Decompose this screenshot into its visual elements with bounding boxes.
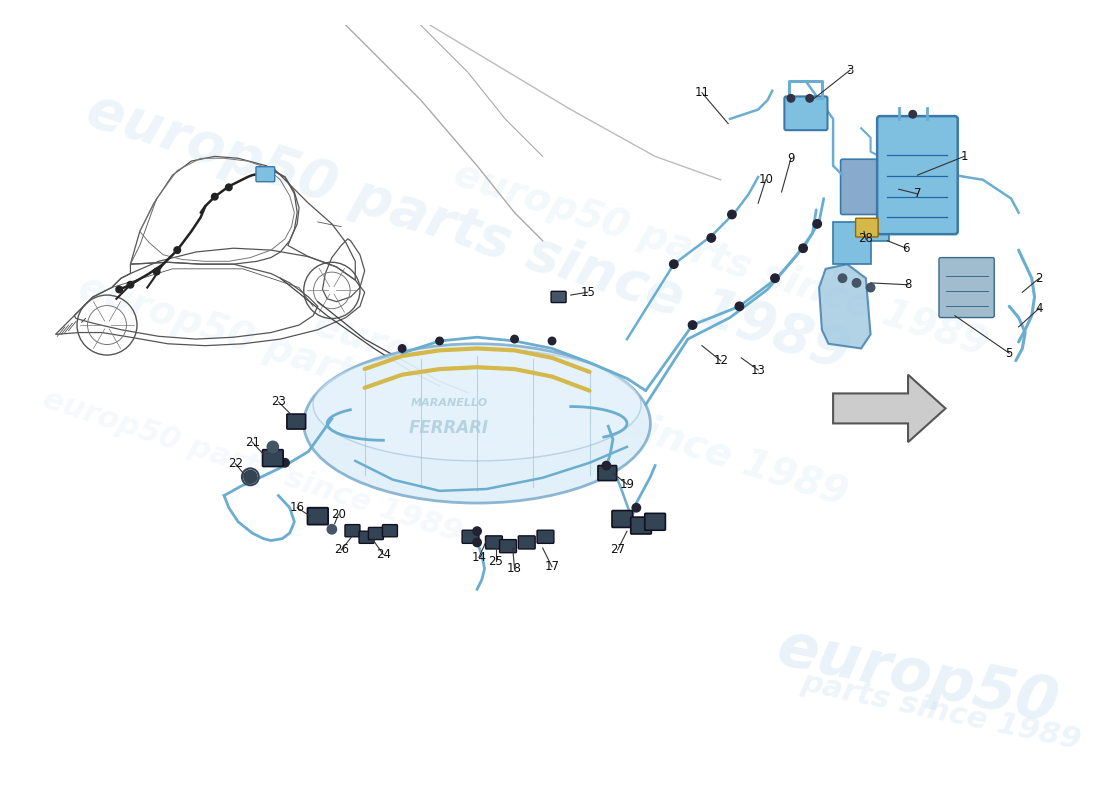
- FancyBboxPatch shape: [939, 258, 994, 318]
- FancyBboxPatch shape: [784, 97, 827, 130]
- FancyBboxPatch shape: [359, 531, 374, 543]
- FancyBboxPatch shape: [287, 414, 306, 429]
- FancyBboxPatch shape: [612, 510, 632, 527]
- Text: 27: 27: [610, 543, 625, 557]
- Circle shape: [280, 458, 289, 467]
- FancyBboxPatch shape: [840, 159, 877, 214]
- Text: 14: 14: [472, 551, 486, 564]
- Text: 26: 26: [333, 543, 349, 557]
- FancyBboxPatch shape: [485, 536, 503, 549]
- FancyBboxPatch shape: [462, 530, 478, 543]
- Text: 23: 23: [271, 395, 286, 408]
- Text: 9: 9: [788, 152, 794, 165]
- Text: 25: 25: [488, 554, 504, 568]
- FancyBboxPatch shape: [368, 527, 384, 540]
- Text: 10: 10: [758, 174, 773, 186]
- FancyBboxPatch shape: [856, 218, 878, 237]
- FancyBboxPatch shape: [383, 525, 397, 537]
- Circle shape: [116, 286, 122, 293]
- Text: europ50 parts since 1989: europ50 parts since 1989: [449, 155, 992, 364]
- Text: 7: 7: [914, 187, 921, 200]
- Text: europ50 parts since 1989: europ50 parts since 1989: [309, 305, 851, 514]
- Ellipse shape: [314, 349, 641, 461]
- Circle shape: [248, 473, 256, 481]
- Text: MARANELLO: MARANELLO: [410, 398, 487, 408]
- Text: 6: 6: [902, 242, 910, 254]
- Circle shape: [728, 210, 736, 218]
- Circle shape: [174, 247, 180, 254]
- FancyBboxPatch shape: [518, 536, 536, 549]
- Text: 17: 17: [544, 560, 560, 574]
- Circle shape: [707, 234, 715, 242]
- Circle shape: [327, 525, 337, 534]
- FancyBboxPatch shape: [499, 540, 516, 553]
- Circle shape: [211, 194, 218, 200]
- Text: 24: 24: [376, 548, 390, 561]
- Circle shape: [799, 244, 807, 253]
- FancyBboxPatch shape: [551, 291, 566, 302]
- Text: 3: 3: [846, 64, 854, 77]
- Text: europ50: europ50: [771, 618, 1064, 735]
- Text: parts since 1989: parts since 1989: [799, 667, 1084, 755]
- Circle shape: [398, 345, 406, 352]
- Text: 20: 20: [331, 508, 345, 521]
- Text: 22: 22: [228, 458, 243, 470]
- Circle shape: [852, 278, 860, 287]
- Text: europ50 parts since 1989: europ50 parts since 1989: [39, 384, 465, 547]
- Circle shape: [813, 220, 822, 228]
- Circle shape: [909, 110, 916, 118]
- Text: 28: 28: [858, 232, 873, 246]
- Text: 2: 2: [1035, 272, 1043, 285]
- Circle shape: [510, 335, 518, 343]
- Circle shape: [806, 94, 813, 102]
- FancyBboxPatch shape: [345, 525, 360, 537]
- Polygon shape: [820, 264, 870, 349]
- FancyBboxPatch shape: [263, 450, 283, 466]
- Circle shape: [244, 470, 257, 483]
- FancyBboxPatch shape: [598, 466, 617, 481]
- Circle shape: [735, 302, 744, 310]
- Polygon shape: [833, 222, 889, 264]
- Text: 19: 19: [619, 478, 635, 491]
- Text: 21: 21: [244, 436, 260, 449]
- Circle shape: [867, 283, 875, 292]
- Text: 11: 11: [694, 86, 710, 99]
- Circle shape: [226, 184, 232, 190]
- Text: europ50 parts since 1989: europ50 parts since 1989: [79, 82, 856, 380]
- Polygon shape: [833, 374, 946, 442]
- Text: 1: 1: [960, 150, 968, 163]
- Text: 8: 8: [904, 278, 912, 291]
- Text: 18: 18: [507, 562, 522, 575]
- Text: FERRARI: FERRARI: [409, 419, 490, 437]
- Circle shape: [670, 260, 678, 268]
- FancyBboxPatch shape: [308, 508, 328, 525]
- Circle shape: [153, 268, 159, 275]
- FancyBboxPatch shape: [645, 514, 665, 530]
- Circle shape: [602, 462, 610, 470]
- Circle shape: [788, 94, 794, 102]
- Circle shape: [771, 274, 779, 282]
- Circle shape: [548, 338, 556, 345]
- FancyBboxPatch shape: [537, 530, 554, 543]
- Ellipse shape: [304, 344, 650, 503]
- Text: 16: 16: [289, 502, 305, 514]
- Circle shape: [473, 538, 482, 546]
- FancyBboxPatch shape: [256, 166, 275, 182]
- Text: 12: 12: [713, 354, 728, 367]
- Text: 13: 13: [750, 363, 766, 377]
- FancyBboxPatch shape: [630, 517, 651, 534]
- Circle shape: [473, 527, 482, 535]
- Circle shape: [632, 503, 640, 512]
- Circle shape: [838, 274, 847, 282]
- FancyBboxPatch shape: [877, 116, 958, 234]
- Text: 15: 15: [580, 286, 595, 298]
- Circle shape: [267, 442, 278, 453]
- Circle shape: [128, 282, 134, 288]
- Text: 4: 4: [1035, 302, 1043, 314]
- Circle shape: [436, 338, 443, 345]
- Text: europ50 parts since 1989: europ50 parts since 1989: [75, 267, 617, 476]
- Circle shape: [689, 321, 696, 330]
- Text: 5: 5: [1005, 346, 1013, 360]
